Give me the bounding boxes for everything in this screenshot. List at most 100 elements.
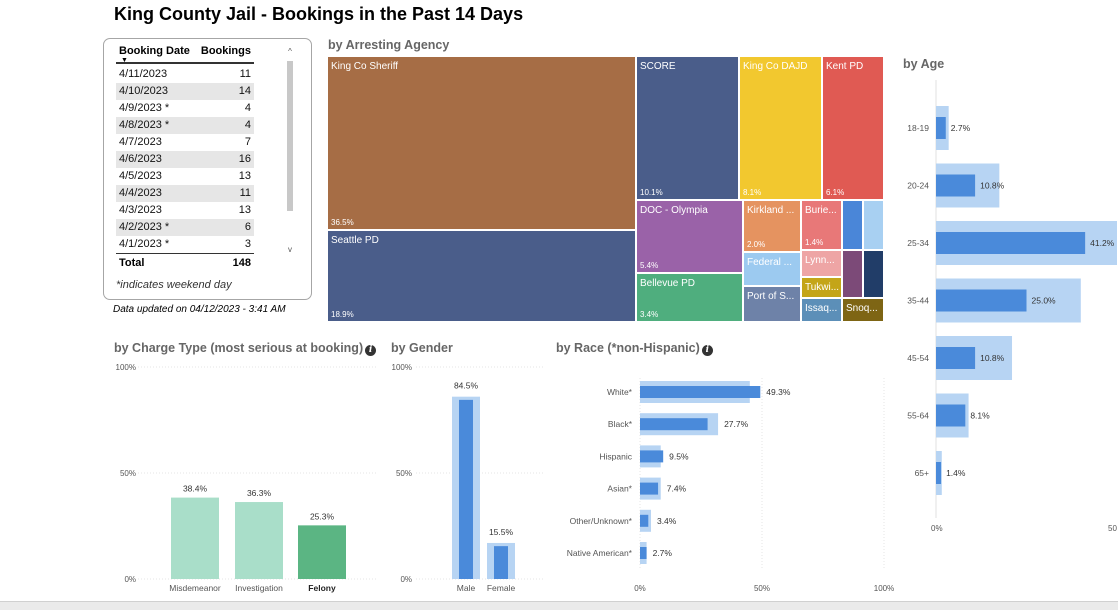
treemap-cell[interactable]: Federal ... — [743, 252, 801, 286]
table-row[interactable]: 4/3/2023 13 — [116, 202, 254, 219]
gender-bar[interactable] — [494, 546, 508, 579]
race-bar[interactable] — [640, 418, 708, 431]
age-category-label: 65+ — [915, 468, 929, 478]
treemap-cell[interactable]: Lynn... — [801, 250, 842, 277]
table-row[interactable]: 4/1/2023 * 3 — [116, 236, 254, 253]
treemap-cell[interactable] — [842, 200, 863, 250]
age-category-label: 35-44 — [907, 296, 929, 306]
age-category-label: 25-34 — [907, 238, 929, 248]
treemap-cell[interactable]: King Co DAJD 8.1% — [739, 56, 822, 200]
age-data-label: 8.1% — [970, 411, 990, 421]
bookings-count-cell: 11 — [239, 68, 251, 80]
bookings-count-cell: 13 — [238, 204, 251, 216]
age-bar[interactable] — [936, 404, 966, 427]
bookings-count-cell: 7 — [244, 136, 251, 148]
table-scrollbar[interactable]: ^ v — [286, 47, 294, 257]
scroll-up-icon[interactable]: ^ — [288, 47, 292, 56]
booking-date-cell: 4/3/2023 — [119, 204, 162, 216]
treemap-cell[interactable]: Kent PD 6.1% — [822, 56, 884, 200]
booking-date-cell: 4/4/2023 — [119, 187, 162, 199]
race-section-label: by Race (*non-Hispanic) — [556, 341, 700, 355]
charge-bar[interactable] — [235, 502, 283, 579]
race-bar[interactable] — [640, 386, 761, 398]
age-bar[interactable] — [936, 117, 946, 139]
table-row[interactable]: 4/10/2023 14 — [116, 83, 254, 100]
age-category-label: 18-19 — [907, 123, 929, 133]
booking-date-cell: 4/7/2023 — [119, 136, 162, 148]
charge-data-label: 25.3% — [310, 511, 335, 521]
treemap-cell[interactable]: DOC - Olympia 5.4% — [636, 200, 743, 273]
age-bar[interactable] — [936, 347, 976, 369]
bookings-count-cell: 6 — [244, 221, 251, 233]
treemap-cell[interactable]: Port of S... — [743, 286, 801, 322]
treemap-cell[interactable] — [842, 250, 863, 298]
age-bar[interactable] — [936, 174, 976, 197]
scroll-down-icon[interactable]: v — [288, 245, 292, 254]
race-bar[interactable] — [640, 547, 647, 559]
treemap-cell[interactable] — [863, 200, 884, 250]
gender-chart[interactable]: 0% 50% 100% 84.5% Male 15.5% Female — [385, 358, 545, 598]
agency-treemap[interactable]: King Co Sheriff 36.5% Seattle PD 18.9% SCORE… — [327, 56, 884, 322]
gender-data-label: 84.5% — [454, 381, 479, 391]
scroll-thumb[interactable] — [287, 61, 293, 211]
info-icon[interactable]: i — [365, 345, 377, 356]
table-row[interactable]: 4/8/2023 * 4 — [116, 117, 254, 134]
treemap-cell-label: Tukwi... — [805, 282, 840, 293]
race-bar[interactable] — [640, 482, 659, 495]
table-row[interactable]: 4/5/2023 13 — [116, 168, 254, 185]
race-bar[interactable] — [640, 514, 649, 527]
table-row[interactable]: 4/9/2023 * 4 — [116, 100, 254, 117]
race-tick-label: 100% — [874, 584, 894, 593]
bookings-count-cell: 4 — [244, 119, 251, 131]
table-row[interactable]: 4/11/2023 11 — [116, 66, 254, 83]
age-bar[interactable] — [936, 232, 1086, 254]
treemap-cell[interactable]: King Co Sheriff 36.5% — [327, 56, 636, 230]
treemap-cell[interactable]: Issaq... — [801, 298, 842, 322]
treemap-cell[interactable]: Tukwi... — [801, 277, 842, 298]
treemap-cell[interactable]: Kirkland ... 2.0% — [743, 200, 801, 252]
age-tick-label: 0% — [931, 524, 943, 533]
race-chart[interactable]: 0% 50% 100% White* 49.3% Black* 27.7% Hispanic 9… — [553, 358, 898, 598]
gender-category-label: Male — [457, 583, 476, 593]
table-row[interactable]: 4/7/2023 7 — [116, 134, 254, 151]
age-data-label: 25.0% — [1032, 296, 1057, 306]
race-bar[interactable] — [640, 450, 664, 463]
total-value: 148 — [232, 257, 251, 269]
age-bar[interactable] — [936, 289, 1027, 312]
booking-date-cell: 4/5/2023 — [119, 170, 162, 182]
age-chart[interactable]: 18-19 2.7% 20-24 10.8% 25-34 41.2% 35-44 25.0% 4… — [895, 80, 1118, 540]
charge-bar[interactable] — [171, 497, 219, 579]
table-row[interactable]: 4/6/2023 16 — [116, 151, 254, 168]
charge-data-label: 36.3% — [247, 488, 272, 498]
treemap-cell[interactable]: Bellevue PD 3.4% — [636, 273, 743, 322]
treemap-cell-label: Port of S... — [747, 291, 795, 302]
age-bar[interactable] — [936, 462, 942, 484]
treemap-cell[interactable] — [863, 250, 884, 298]
race-category-label: Black* — [608, 419, 633, 429]
age-data-label: 2.7% — [951, 123, 971, 133]
treemap-cell-label: Bellevue PD — [640, 278, 696, 289]
sort-descending-icon[interactable]: ▼ — [121, 57, 128, 64]
treemap-cell[interactable]: Burie... 1.4% — [801, 200, 842, 250]
header-bookings[interactable]: Bookings — [200, 45, 251, 57]
page-footer-strip — [0, 601, 1118, 610]
charge-bar[interactable] — [298, 525, 346, 579]
table-row[interactable]: 4/2/2023 * 6 — [116, 219, 254, 236]
race-data-label: 49.3% — [766, 387, 791, 397]
treemap-cell-label: Issaq... — [805, 303, 838, 314]
treemap-cell[interactable]: Seattle PD 18.9% — [327, 230, 636, 322]
charge-type-chart[interactable]: 0% 50% 100% 38.4% Misdemeanor 36.3% Investigat… — [110, 358, 380, 598]
header-booking-date[interactable]: Booking Date — [119, 45, 190, 57]
table-row[interactable]: 4/4/2023 11 — [116, 185, 254, 202]
age-tick-label: 50 — [1108, 524, 1117, 533]
charge-category-label: Investigation — [235, 583, 283, 593]
booking-date-cell: 4/10/2023 — [119, 85, 168, 97]
race-data-label: 27.7% — [724, 419, 749, 429]
info-icon[interactable]: i — [701, 345, 713, 356]
bookings-count-cell: 4 — [244, 102, 251, 114]
charge-tick-label: 100% — [116, 363, 136, 372]
gender-bar[interactable] — [459, 399, 473, 579]
treemap-cell[interactable]: Snoq... — [842, 298, 884, 322]
treemap-cell[interactable]: SCORE 10.1% — [636, 56, 739, 200]
bookings-table[interactable]: Booking Date Bookings ▼ 4/11/2023 11 4/10/… — [103, 38, 312, 300]
